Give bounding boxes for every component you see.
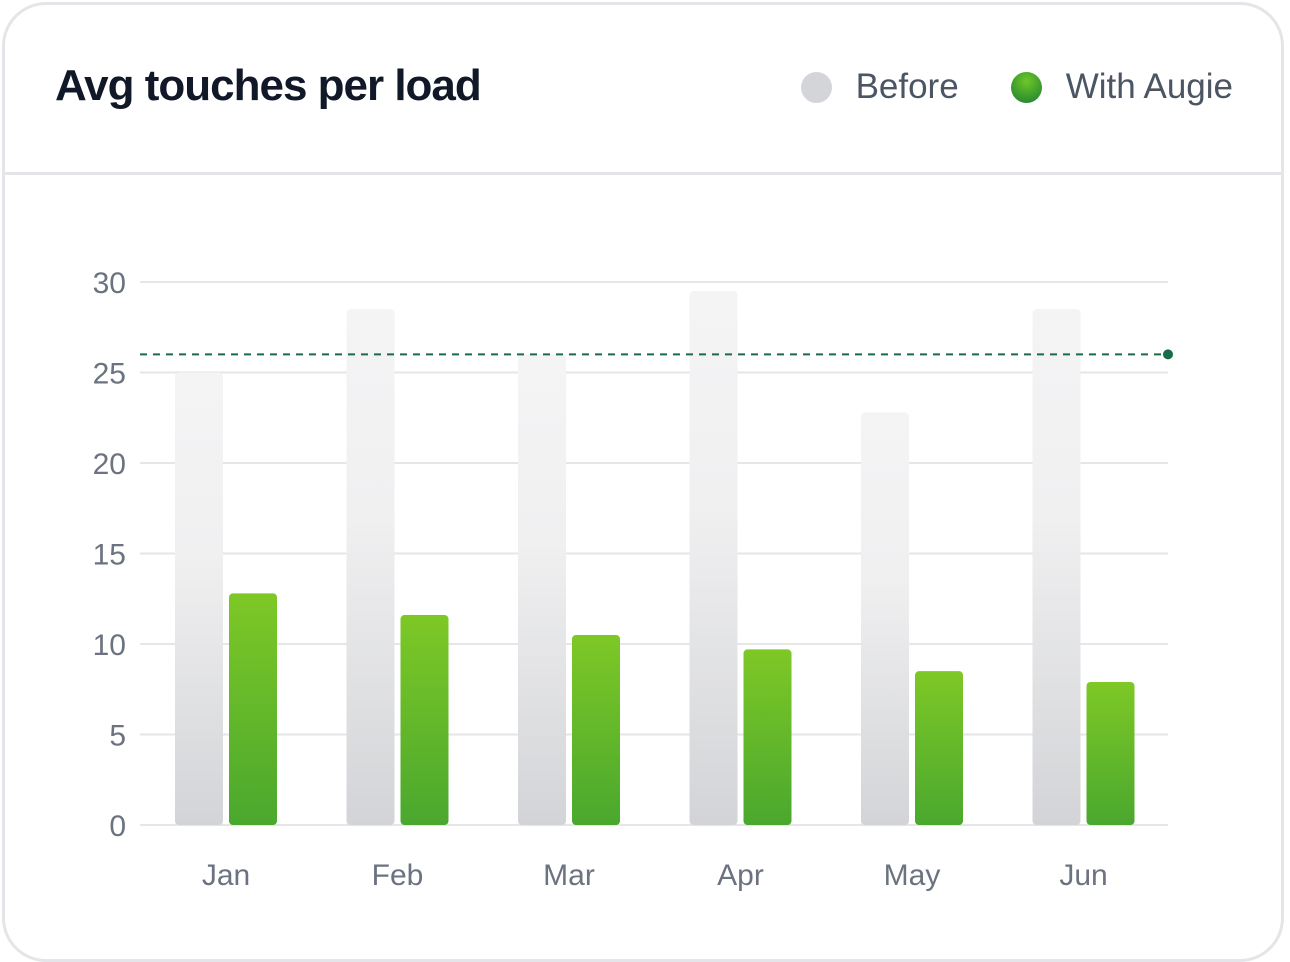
bar-before: [689, 291, 738, 825]
x-axis-ticks: Jan Feb Mar Apr May Jun: [202, 859, 1108, 892]
x-tick-label: Jan: [202, 859, 250, 892]
x-tick-label: Apr: [717, 859, 764, 892]
bar-before: [518, 354, 566, 825]
y-tick-label: 30: [93, 267, 126, 300]
bars: [175, 291, 1135, 825]
bar-before: [861, 412, 909, 825]
legend-item-before[interactable]: Before: [800, 67, 959, 107]
bar-chart: 0 5 10 15 20 25 30 Jan Feb Mar Apr May Jun: [93, 267, 1173, 892]
grid-lines: [140, 281, 1168, 826]
chart-title: Avg touches per load: [55, 61, 482, 110]
bar-with-augie: [915, 671, 963, 825]
x-tick-label: Feb: [372, 859, 424, 892]
bar-with-augie: [572, 634, 620, 825]
y-axis-ticks: 0 5 10 15 20 25 30: [93, 267, 126, 843]
x-tick-label: Mar: [543, 859, 595, 892]
y-tick-label: 15: [93, 539, 126, 572]
bar-with-augie: [1086, 682, 1135, 825]
legend-label-with-augie: With Augie: [1065, 67, 1233, 106]
bar-before: [175, 372, 223, 825]
bar-with-augie: [743, 649, 792, 825]
y-tick-label: 20: [93, 448, 126, 481]
y-tick-label: 0: [109, 810, 126, 843]
bar-with-augie: [229, 593, 277, 825]
legend: Before With Augie: [749, 67, 1233, 107]
legend-dot-before-icon: [800, 71, 832, 103]
x-tick-label: Jun: [1059, 859, 1107, 892]
x-tick-label: May: [884, 859, 941, 892]
y-tick-label: 10: [93, 629, 126, 662]
legend-item-with-augie[interactable]: With Augie: [1010, 67, 1233, 107]
bar-before: [1032, 309, 1081, 825]
card-header: Avg touches per load Before With Augie: [5, 5, 1281, 175]
legend-label-before: Before: [855, 67, 959, 106]
y-tick-label: 5: [109, 720, 126, 753]
bar-with-augie: [400, 615, 449, 825]
reference-end-dot: [1163, 349, 1173, 360]
reference-line: [140, 349, 1173, 360]
bar-before: [346, 309, 395, 825]
legend-dot-with-augie-icon: [1010, 71, 1042, 103]
y-tick-label: 25: [93, 358, 126, 391]
